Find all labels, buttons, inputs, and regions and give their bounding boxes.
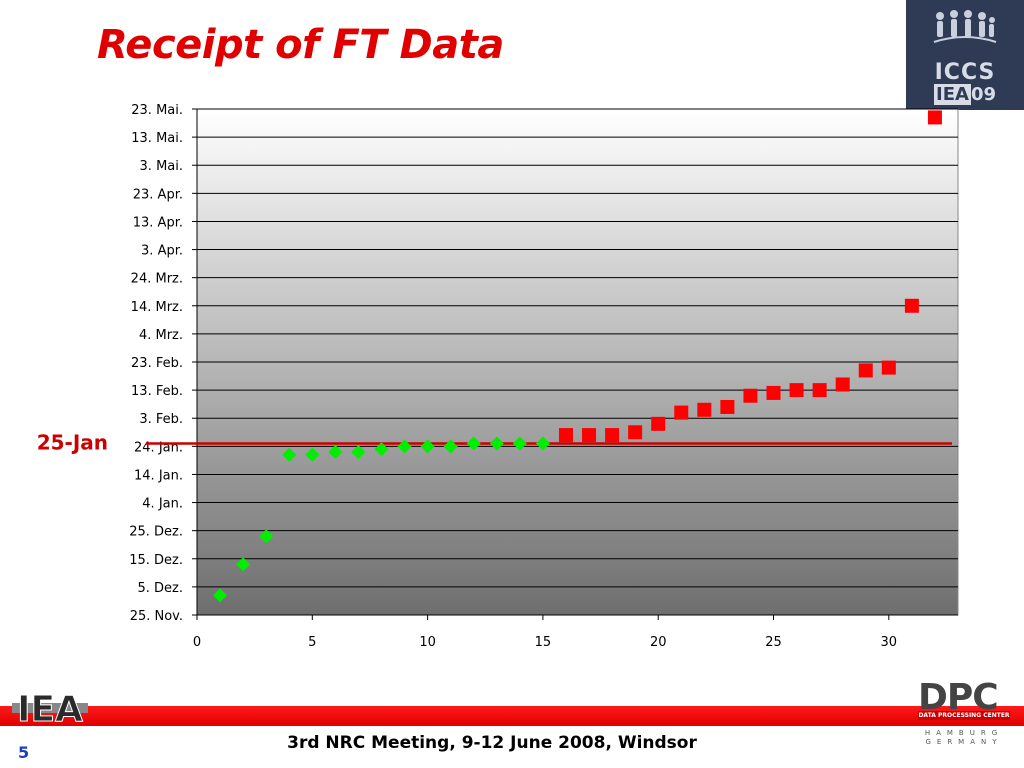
y-tick-label: 13. Mai. [131,131,183,146]
iccs-wordmark: ICCS [934,60,996,85]
iea09-wordmark: IEA 09 [906,84,1024,105]
y-tick-label: 14. Mrz. [131,300,183,315]
x-tick-label: 0 [193,635,201,650]
square-point [835,377,850,392]
square-point [605,428,620,443]
y-tick-label: 25. Dez. [129,525,183,540]
y-tick-label: 15. Dez. [129,553,183,568]
square-point [789,383,804,398]
y-tick-label: 14. Jan. [134,468,183,483]
square-point [766,385,781,400]
diamond-point [374,442,389,457]
iea-logo-text: IEA [17,689,83,730]
footer-meeting-text: 3rd NRC Meeting, 9-12 June 2008, Windsor [287,733,697,753]
x-tick-label: 10 [419,635,436,650]
data-points [213,110,942,603]
square-point [697,402,712,417]
diamond-point [305,447,320,462]
x-tick-label: 30 [881,635,898,650]
y-tick-label: 3. Feb. [139,412,183,427]
dpc-subtitle: DATA PROCESSING CENTER [918,711,1010,720]
diamond-point [236,557,251,572]
square-point [812,383,827,398]
scatter-chart: 25. Nov. 5. Dez. 15. Dez. 25. Dez. 4. Jan. 14… [37,103,959,650]
people-icon [933,10,997,43]
footer-band [0,706,1024,726]
gridlines [197,108,958,588]
square-point [558,428,573,443]
square-point [651,416,666,431]
square-point [628,425,643,440]
diamond-point [420,439,435,454]
page-number: 5 [18,743,30,762]
diamond-point [535,436,550,451]
diamond-point [282,447,297,462]
square-point [743,388,758,403]
diamond-point [397,439,412,454]
square-point [582,428,597,443]
diamond-point [328,444,343,459]
square-point [904,298,919,313]
diamond-point [443,439,458,454]
y-tick-label: 5. Dez. [138,581,184,596]
diamond-point [351,444,366,459]
y-tick-label: 24. Mrz. [131,272,183,287]
square-point [927,110,942,125]
y-tick-label: 23. Apr. [133,187,183,202]
x-tick-label: 25 [765,635,782,650]
y-tick-label: 23. Feb. [131,356,183,371]
y-tick-label: 13. Apr. [133,215,183,230]
slide-title: Receipt of FT Data [97,22,504,68]
x-tick-label: 5 [308,635,316,650]
dpc-logo: DPC DATA PROCESSING CENTER HAMBURG GERMA… [918,677,1010,753]
diamond-point [259,529,274,544]
reference-line-label: 25-Jan [37,431,108,455]
diamond-point [466,436,481,451]
year-mark: 09 [970,84,996,105]
y-axis-ticks: 25. Nov. 5. Dez. 15. Dez. 25. Dez. 4. Jan. 14… [129,103,197,624]
y-tick-label: 23. Mai. [131,103,183,118]
y-tick-label: 4. Mrz. [139,328,183,343]
x-tick-label: 15 [535,635,552,650]
square-point [881,360,896,375]
iccs-iea-logo: ICCS IEA 09 [906,0,1024,110]
y-tick-label: 4. Jan. [142,497,183,512]
x-tick-label: 20 [650,635,667,650]
square-point [720,399,735,414]
diamond-point [213,588,228,603]
diamond-point [512,436,527,451]
y-tick-label: 13. Feb. [131,384,183,399]
y-tick-label: 3. Mai. [140,159,183,174]
y-tick-label: 25. Nov. [130,609,183,624]
x-axis-ticks: 0 5 10 15 20 25 30 [193,615,897,650]
y-tick-label: 3. Apr. [141,244,183,259]
iea-mark: IEA [934,84,971,105]
diamond-point [489,436,504,451]
iea-logo: IEA [12,689,88,731]
dpc-city: HAMBURG GERMANY [924,729,1004,746]
square-point [858,363,873,378]
square-point [674,405,689,420]
